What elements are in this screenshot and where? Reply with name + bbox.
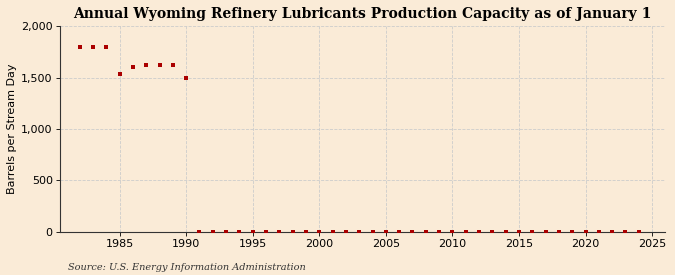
Point [554,230,564,234]
Point [221,230,232,234]
Point [593,230,604,234]
Point [447,230,458,234]
Point [194,230,205,234]
Point [101,45,111,49]
Point [434,230,445,234]
Point [288,230,298,234]
Point [367,230,378,234]
Point [300,230,311,234]
Point [114,71,125,76]
Point [128,65,138,70]
Point [620,230,631,234]
Point [141,63,152,68]
Point [514,230,524,234]
Point [154,63,165,68]
Point [167,63,178,68]
Point [88,45,99,49]
Point [381,230,392,234]
Point [181,75,192,80]
Point [567,230,578,234]
Point [274,230,285,234]
Point [74,45,85,49]
Point [421,230,431,234]
Point [460,230,471,234]
Point [314,230,325,234]
Point [207,230,218,234]
Point [340,230,351,234]
Y-axis label: Barrels per Stream Day: Barrels per Stream Day [7,64,17,194]
Point [607,230,618,234]
Text: Source: U.S. Energy Information Administration: Source: U.S. Energy Information Administ… [68,263,305,272]
Point [261,230,271,234]
Point [580,230,591,234]
Point [540,230,551,234]
Point [234,230,245,234]
Point [474,230,485,234]
Point [327,230,338,234]
Point [527,230,538,234]
Point [500,230,511,234]
Point [247,230,258,234]
Point [394,230,404,234]
Point [633,230,644,234]
Title: Annual Wyoming Refinery Lubricants Production Capacity as of January 1: Annual Wyoming Refinery Lubricants Produ… [74,7,652,21]
Point [487,230,497,234]
Point [407,230,418,234]
Point [354,230,364,234]
